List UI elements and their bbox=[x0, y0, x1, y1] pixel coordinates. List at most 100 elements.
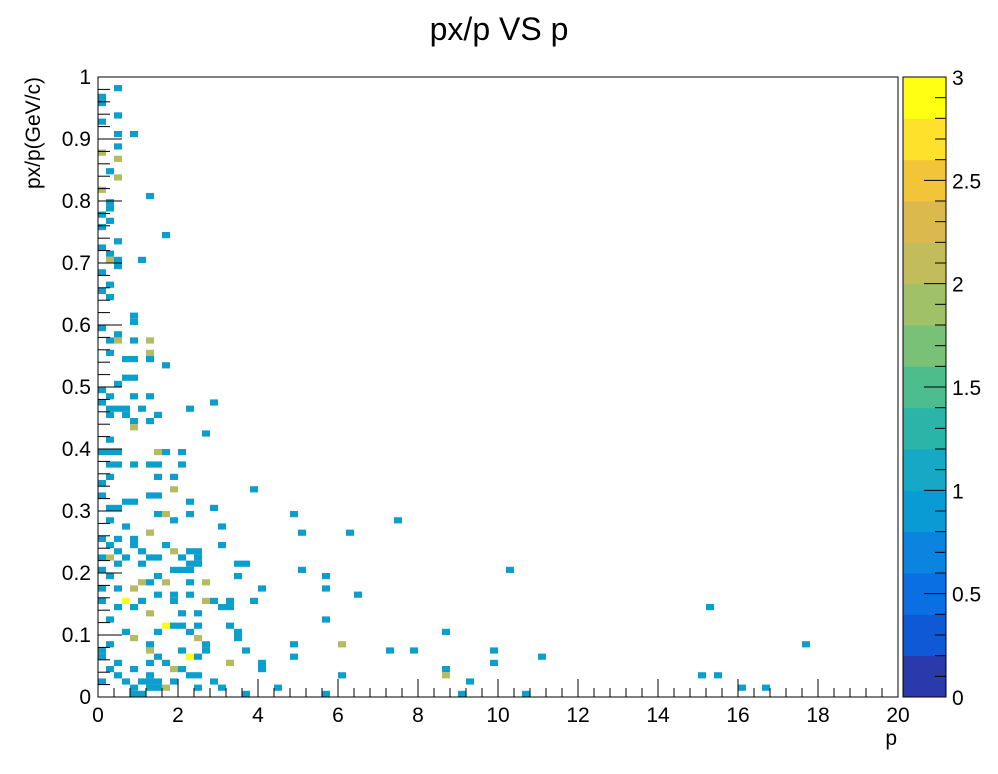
heatmap-bin bbox=[146, 492, 154, 499]
heatmap-bin bbox=[170, 517, 178, 524]
heatmap-bin bbox=[114, 672, 122, 679]
x-tick-label: 0 bbox=[92, 704, 104, 727]
heatmap-bin bbox=[346, 529, 354, 536]
heatmap-bin bbox=[170, 678, 178, 685]
heatmap-bin bbox=[98, 554, 106, 561]
heatmap-bin bbox=[194, 622, 202, 629]
heatmap-bin bbox=[154, 628, 162, 635]
heatmap-bin bbox=[170, 591, 178, 598]
heatmap-bin bbox=[298, 566, 306, 573]
heatmap-bin bbox=[130, 684, 138, 691]
heatmap-bin bbox=[194, 548, 202, 555]
heatmap-bin bbox=[114, 535, 122, 542]
heatmap-bin bbox=[98, 287, 106, 294]
x-tick-label: 20 bbox=[886, 704, 909, 727]
heatmap-bin bbox=[154, 573, 162, 580]
heatmap-bin bbox=[114, 112, 122, 119]
heatmap-bin bbox=[258, 666, 266, 673]
heatmap-bin bbox=[106, 573, 114, 580]
heatmap-bin bbox=[146, 554, 154, 561]
heatmap-bin bbox=[130, 498, 138, 505]
heatmap-bin bbox=[162, 622, 170, 629]
heatmap-bin bbox=[98, 449, 106, 456]
heatmap-bin bbox=[186, 560, 194, 567]
heatmap-bin bbox=[106, 542, 114, 549]
colorbar-tick-label: 1 bbox=[952, 480, 964, 503]
heatmap-bin bbox=[186, 672, 194, 679]
heatmap-bin bbox=[146, 192, 154, 200]
heatmap-bin bbox=[226, 659, 234, 666]
heatmap-bin bbox=[162, 232, 170, 239]
heatmap-bin bbox=[154, 684, 162, 691]
heatmap-bin bbox=[442, 666, 450, 673]
heatmap-bin bbox=[186, 566, 194, 573]
heatmap-bin bbox=[538, 653, 546, 660]
heatmap-bin bbox=[522, 690, 530, 697]
heatmap-bin bbox=[146, 349, 154, 356]
heatmap-bin bbox=[234, 635, 242, 642]
heatmap-bin bbox=[186, 628, 194, 635]
y-tick-label: 0.5 bbox=[62, 376, 91, 399]
heatmap-bin bbox=[146, 393, 154, 400]
heatmap-bin bbox=[122, 405, 130, 412]
heatmap-bin bbox=[218, 523, 226, 530]
heatmap-bin bbox=[194, 653, 202, 660]
heatmap-bin bbox=[106, 411, 114, 418]
heatmap-bin bbox=[194, 635, 202, 642]
heatmap-bin bbox=[130, 690, 138, 697]
heatmap-bin bbox=[138, 256, 146, 263]
heatmap-bin bbox=[162, 684, 170, 691]
heatmap-bin bbox=[194, 684, 202, 691]
heatmap-bin bbox=[154, 591, 162, 598]
heatmap-bin bbox=[98, 244, 106, 251]
heatmap-bin bbox=[122, 597, 130, 604]
heatmap-bin bbox=[226, 622, 234, 629]
x-tick-label: 14 bbox=[646, 704, 670, 727]
y-tick-label: 0.1 bbox=[62, 624, 91, 647]
heatmap-bin bbox=[114, 238, 122, 245]
heatmap-bin bbox=[138, 548, 146, 555]
x-tick-label: 6 bbox=[332, 704, 344, 727]
heatmap-bin bbox=[442, 672, 450, 679]
colorbar-tick-label: 3 bbox=[952, 67, 964, 90]
heatmap-bin bbox=[146, 610, 154, 617]
heatmap-bin bbox=[162, 579, 170, 586]
heatmap-bin bbox=[138, 678, 146, 685]
heatmap-bin bbox=[154, 492, 162, 499]
heatmap-bin bbox=[170, 486, 178, 493]
x-tick-label: 8 bbox=[412, 704, 424, 727]
x-tick-label: 18 bbox=[806, 704, 829, 727]
heatmap-bin bbox=[154, 473, 162, 480]
heatmap-bin bbox=[114, 659, 122, 666]
heatmap-bin bbox=[130, 130, 138, 138]
colorbar-tick-label: 0 bbox=[952, 687, 964, 710]
heatmap-bin bbox=[98, 211, 106, 218]
heatmap-bin bbox=[202, 641, 210, 648]
heatmap-bin bbox=[130, 666, 138, 673]
heatmap-bin bbox=[234, 560, 242, 567]
heatmap-bin bbox=[202, 647, 210, 654]
heatmap-bin bbox=[762, 684, 770, 691]
heatmap-bin bbox=[106, 554, 114, 561]
heatmap-bin bbox=[386, 647, 394, 654]
heatmap-bin bbox=[146, 356, 154, 363]
heatmap-bin bbox=[114, 337, 122, 344]
heatmap-bin bbox=[170, 548, 178, 555]
heatmap-bin bbox=[706, 604, 714, 611]
heatmap-bin bbox=[202, 597, 210, 604]
heatmap-bin bbox=[354, 591, 362, 598]
heatmap-bin bbox=[114, 560, 122, 567]
heatmap-bin bbox=[130, 542, 138, 549]
heatmap-bin bbox=[258, 585, 266, 592]
heatmap-bin bbox=[106, 436, 114, 443]
heatmap-bin bbox=[130, 393, 138, 400]
heatmap-bin bbox=[290, 511, 298, 518]
heatmap-bin bbox=[186, 548, 194, 555]
heatmap-bin bbox=[130, 535, 138, 542]
heatmap-bin bbox=[290, 641, 298, 648]
heatmap-bin bbox=[186, 405, 194, 412]
heatmap-bin bbox=[114, 130, 122, 138]
heatmap-bin bbox=[122, 628, 130, 635]
heatmap-bin bbox=[698, 672, 706, 679]
